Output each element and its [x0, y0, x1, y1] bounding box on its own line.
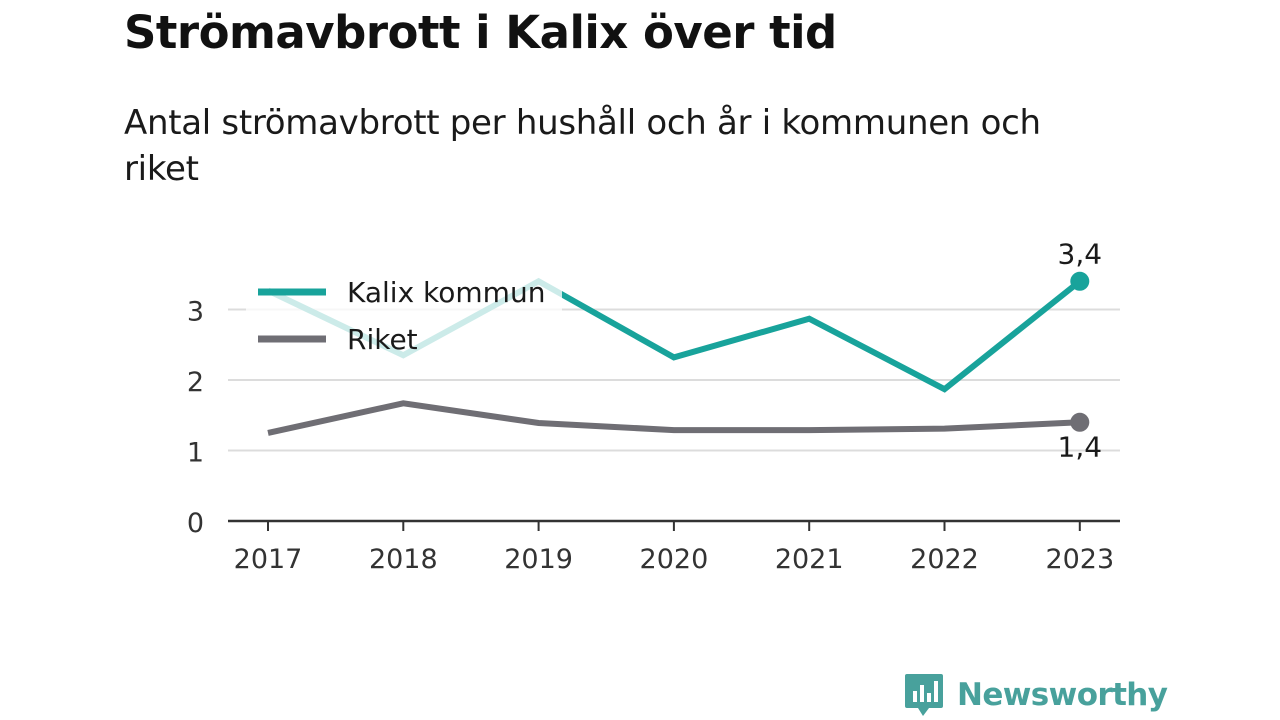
end-labels: 3,4 1,4: [1058, 237, 1103, 463]
chart-subtitle: Antal strömavbrott per hushåll och år i …: [124, 103, 1041, 189]
legend-background: [246, 268, 562, 364]
brand-logo: Newsworthy const data = JSON.parse(docum…: [903, 671, 1168, 719]
y-tick-label: 0: [187, 508, 204, 539]
chart-title: Strömavbrott i Kalix över tid: [124, 6, 837, 59]
axes: 0 1 2 3 2017 2018 2019 2020 2021 2022 2023: [187, 297, 1120, 575]
x-tick-label: 2022: [910, 544, 979, 575]
legend-label: Kalix kommun: [347, 276, 545, 309]
series-end-point: [1070, 412, 1090, 432]
x-tick-label: 2018: [369, 544, 438, 575]
y-tick-label: 3: [187, 297, 204, 328]
bar-chart-bubble-icon: [905, 674, 943, 716]
series-end-point: [1070, 271, 1090, 291]
x-tick-label: 2021: [775, 544, 844, 575]
end-value-label: 1,4: [1058, 430, 1103, 463]
series-line: [267, 400, 1080, 436]
x-tick-label: 2020: [640, 544, 709, 575]
x-tick-label: 2023: [1045, 544, 1114, 575]
x-tick-label: 2019: [504, 544, 573, 575]
x-tick-label: 2017: [234, 544, 303, 575]
y-tick-label: 1: [187, 438, 204, 469]
end-value-label: 3,4: [1058, 237, 1103, 270]
legend: Kalix kommun Riket: [246, 268, 562, 364]
brand-name: Newsworthy: [957, 677, 1168, 713]
legend-label: Riket: [347, 323, 418, 356]
y-tick-label: 2: [187, 367, 204, 398]
